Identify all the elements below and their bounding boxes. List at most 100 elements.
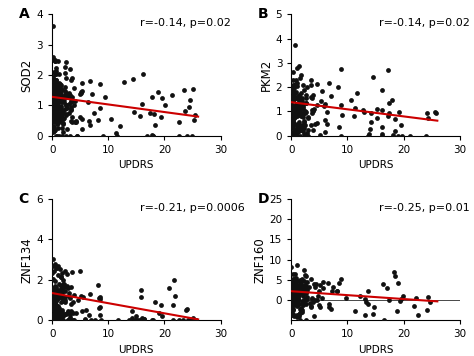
Point	[50, 106, 58, 112]
Point	[51, 69, 58, 75]
Point	[293, 285, 301, 291]
Point	[190, 87, 197, 92]
Point	[48, 116, 56, 121]
Point	[396, 298, 404, 304]
Point	[49, 114, 56, 120]
Point	[298, 284, 305, 289]
Point	[50, 305, 57, 311]
Point	[288, 294, 296, 300]
Y-axis label: ZNF160: ZNF160	[253, 237, 266, 283]
Point	[290, 294, 297, 299]
Point	[291, 106, 299, 112]
Point	[49, 128, 56, 134]
Point	[58, 313, 66, 319]
Point	[50, 96, 58, 102]
Point	[296, 108, 303, 113]
Point	[288, 294, 296, 300]
Point	[325, 304, 332, 310]
Point	[291, 93, 298, 99]
Point	[378, 131, 385, 137]
Point	[308, 95, 315, 101]
Point	[297, 127, 304, 133]
Point	[97, 304, 104, 310]
Point	[77, 293, 84, 299]
Point	[187, 318, 195, 323]
Point	[58, 295, 66, 301]
Point	[168, 92, 175, 98]
Point	[52, 318, 60, 323]
Point	[72, 310, 80, 315]
Point	[51, 117, 59, 123]
Point	[132, 318, 140, 323]
Point	[50, 287, 57, 292]
Point	[351, 114, 358, 119]
Point	[53, 93, 60, 99]
Point	[53, 296, 61, 302]
Point	[288, 98, 296, 103]
Point	[290, 291, 297, 297]
Point	[51, 109, 59, 115]
Point	[297, 114, 305, 119]
Point	[70, 102, 78, 108]
Point	[77, 90, 84, 95]
Point	[301, 132, 309, 138]
Point	[59, 307, 66, 313]
Point	[290, 83, 297, 88]
Point	[54, 313, 61, 319]
Point	[296, 281, 304, 287]
Point	[67, 302, 75, 307]
Point	[49, 94, 56, 99]
Point	[291, 289, 298, 295]
Point	[115, 318, 122, 323]
Point	[52, 82, 60, 88]
Point	[60, 99, 68, 105]
Point	[49, 318, 56, 323]
Point	[82, 316, 89, 322]
Point	[290, 116, 297, 121]
Point	[48, 315, 56, 321]
Point	[299, 103, 307, 109]
Point	[288, 94, 295, 100]
Point	[52, 77, 59, 83]
Point	[50, 106, 58, 112]
Point	[380, 318, 387, 323]
Point	[51, 318, 58, 323]
Point	[51, 111, 58, 117]
Point	[53, 133, 61, 138]
Point	[120, 80, 128, 85]
Point	[56, 110, 64, 116]
Point	[148, 94, 155, 100]
Point	[57, 91, 64, 97]
Text: r=-0.14, p=0.02: r=-0.14, p=0.02	[379, 18, 470, 28]
Point	[290, 295, 297, 301]
Point	[52, 318, 59, 323]
Point	[67, 118, 75, 124]
Y-axis label: ZNF134: ZNF134	[21, 237, 34, 283]
Point	[52, 104, 59, 110]
Point	[48, 292, 56, 297]
Point	[56, 81, 64, 87]
Point	[49, 83, 57, 88]
Point	[291, 289, 298, 295]
Point	[290, 289, 298, 295]
Point	[50, 99, 57, 105]
Point	[50, 79, 58, 85]
Point	[65, 110, 73, 116]
Point	[57, 112, 64, 118]
Point	[71, 119, 78, 125]
Point	[289, 285, 296, 291]
Point	[68, 114, 76, 120]
Point	[297, 278, 305, 284]
Point	[157, 114, 165, 120]
Point	[53, 295, 60, 301]
Point	[50, 287, 58, 292]
Point	[94, 283, 102, 288]
Point	[309, 295, 316, 301]
Point	[88, 318, 95, 323]
Point	[55, 83, 62, 89]
Point	[289, 133, 297, 138]
Point	[52, 100, 59, 105]
Point	[291, 297, 298, 303]
Point	[95, 295, 102, 300]
Point	[295, 93, 303, 99]
